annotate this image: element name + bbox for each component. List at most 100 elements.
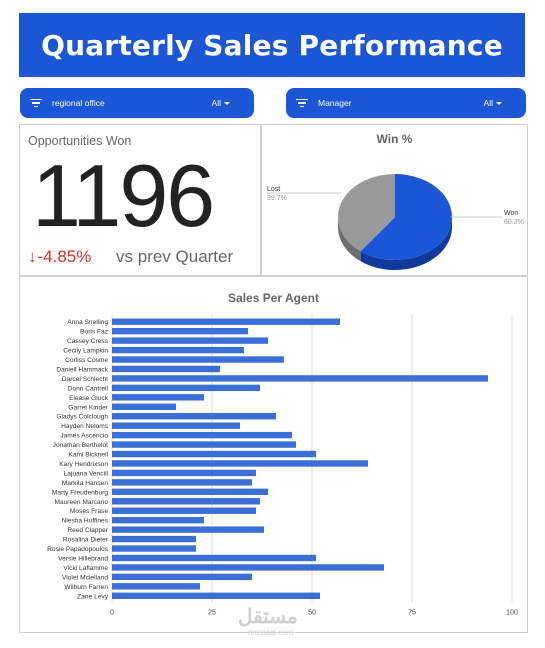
y-tick-label: Lajuana Vencill	[64, 470, 109, 477]
bar	[112, 573, 252, 581]
bar	[112, 318, 340, 325]
x-tick-label: 75	[408, 610, 416, 617]
bar	[112, 469, 256, 477]
pie-label-won: Won 60.3%	[504, 209, 524, 227]
kpi-comparison: vs prev Quarter	[116, 247, 234, 266]
bar	[112, 431, 292, 439]
y-tick-label: Rosie Papadopoulos	[47, 546, 109, 553]
y-tick-label: Cecily Lampkin	[63, 348, 108, 355]
x-tick-label: 0	[110, 610, 114, 617]
x-tick-label: 50	[308, 610, 316, 617]
bar	[112, 365, 220, 373]
pie-title: Win %	[376, 132, 413, 146]
y-tick-label: Kary Hendrixson	[59, 461, 108, 468]
bar	[112, 337, 268, 344]
y-tick-label: Niesha Huffines	[62, 518, 109, 525]
bar	[112, 413, 276, 420]
pie-label-won-name: Won	[504, 210, 519, 217]
y-tick-label: Vicki Laflamme	[63, 565, 108, 572]
sales-per-agent-card: Sales Per Agent 0 25 50 75 100 Anna Snelling B…	[19, 276, 528, 633]
bar	[112, 507, 256, 514]
filter-value: All	[483, 98, 493, 108]
kpi-card: Opportunities Won 1196 ↓ -4.85% vs prev …	[19, 124, 261, 276]
x-tick-label: 100	[506, 610, 518, 617]
bar	[112, 441, 296, 448]
page-title: Quarterly Sales Performance	[41, 28, 503, 62]
y-tick-label: Hayden Neloms	[61, 423, 109, 430]
kpi-delta: ↓ -4.85%	[28, 247, 91, 267]
bar-chart-title: Sales Per Agent	[228, 291, 319, 305]
pie-label-lost-name: Lost	[267, 186, 281, 193]
kpi-value: 1196	[32, 146, 215, 245]
arrow-down-icon: ↓	[28, 247, 37, 266]
y-tick-label: Markita Hansen	[62, 480, 109, 487]
pie-slice-lost	[338, 174, 395, 252]
y-tick-label: Moses Frase	[70, 508, 108, 515]
win-pie-card: Win % Lost 39.7% Won 60.3%	[261, 124, 528, 276]
y-tick-label: Boris Faz	[80, 329, 108, 336]
pie-slice-won	[360, 174, 452, 260]
bar	[112, 403, 176, 410]
bar	[112, 384, 260, 392]
filter-regional-office[interactable]: regional office All	[20, 88, 254, 118]
y-tick-label: Rosalina Dieter	[63, 537, 109, 544]
y-tick-label: Jonathan Berthelot	[53, 442, 109, 449]
y-tick-label: Versie Hillebrand	[58, 555, 108, 562]
bar	[112, 535, 196, 543]
bar	[112, 460, 368, 467]
y-tick-label: Reed Clapper	[67, 527, 108, 534]
bar	[112, 346, 244, 354]
bar	[112, 526, 264, 533]
bar	[112, 488, 268, 496]
bar	[112, 450, 316, 458]
bar	[112, 545, 196, 552]
y-tick-label: Corliss Cosme	[65, 357, 108, 364]
bar	[112, 498, 260, 505]
bar	[112, 375, 488, 382]
filter-value: All	[211, 98, 221, 108]
y-tick-label: Wilburn Farren	[64, 584, 108, 591]
bar	[112, 356, 284, 363]
pie-label-lost: Lost 39.7%	[267, 185, 287, 203]
y-tick-label: Marty Freudenburg	[52, 489, 108, 496]
bar	[112, 554, 316, 562]
kpi-delta-value: -4.85%	[37, 247, 92, 266]
bar	[112, 327, 248, 335]
filter-dropdown[interactable]: All	[484, 98, 502, 108]
y-tick-label: Kami Bicknell	[68, 452, 108, 459]
y-tick-label: Maureen Marcano	[54, 499, 108, 506]
sales-bar-chart: 0 25 50 75 100 Anna Snelling Boris Faz Cassey C…	[47, 314, 518, 617]
y-tick-label: Zane Levy	[77, 593, 108, 600]
win-pie-chart	[267, 174, 502, 270]
filter-label: regional office	[52, 98, 105, 108]
watermark-sub: mostaql.com	[248, 628, 294, 637]
y-tick-label: Donn Cantrell	[68, 385, 109, 392]
y-tick-label: Violet Mclelland	[62, 574, 108, 581]
pie-label-won-pct: 60.3%	[504, 219, 524, 226]
bar	[112, 516, 204, 524]
y-tick-label: Cassey Cress	[67, 338, 109, 345]
kpi-title: Opportunities Won	[28, 134, 132, 148]
bar	[112, 564, 384, 571]
filter-icon	[29, 98, 43, 108]
bar	[112, 479, 252, 486]
pie-label-lost-pct: 39.7%	[267, 195, 287, 202]
bar	[112, 422, 240, 429]
y-tick-label: James Ascencio	[60, 433, 108, 440]
bar	[112, 394, 204, 401]
y-tick-label: Garret Kinder	[68, 404, 108, 411]
pie-side-won	[360, 217, 452, 270]
bar	[112, 583, 200, 590]
y-tick-label: Anna Snelling	[67, 319, 108, 326]
x-tick-label: 25	[208, 610, 216, 617]
caret-down-icon	[496, 101, 502, 105]
y-tick-label: Elease Gluck	[69, 395, 109, 402]
watermark: مستقل	[238, 606, 298, 628]
filter-manager[interactable]: Manager All	[286, 88, 526, 118]
y-tick-label: Daniell Hammack	[56, 366, 108, 373]
bar	[112, 592, 320, 599]
y-tick-label: Darcel Schlecht	[62, 376, 108, 383]
filter-dropdown[interactable]: All	[212, 98, 230, 108]
filter-label: Manager	[318, 98, 352, 108]
y-tick-label: Gladys Colclough	[56, 414, 108, 421]
